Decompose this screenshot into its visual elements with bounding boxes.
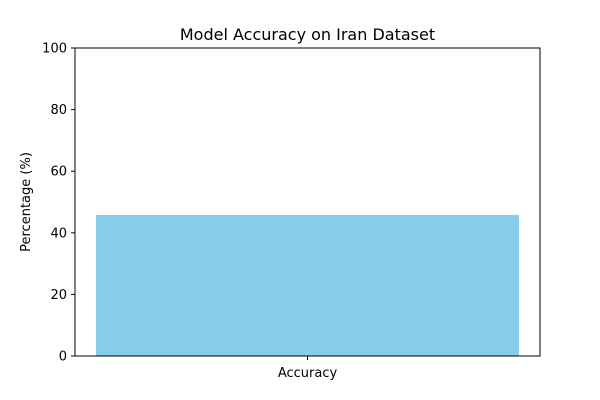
y-tick-label: 100 [42,42,67,57]
bar-accuracy [96,214,519,356]
y-tick-label: 80 [50,103,67,118]
y-tick-label: 60 [50,165,67,180]
y-tick-label: 20 [50,288,67,303]
y-axis-ticks: 0 20 40 60 80 100 [42,42,75,365]
y-tick-label: 40 [50,226,67,241]
bars [96,214,519,356]
chart-title: Model Accuracy on Iran Dataset [180,25,435,44]
x-tick-label: Accuracy [278,366,338,381]
y-tick-label: 0 [59,350,67,365]
x-axis-ticks: Accuracy [278,356,338,381]
plot-area-frame [74,47,541,357]
y-axis-label: Percentage (%) [19,152,34,252]
